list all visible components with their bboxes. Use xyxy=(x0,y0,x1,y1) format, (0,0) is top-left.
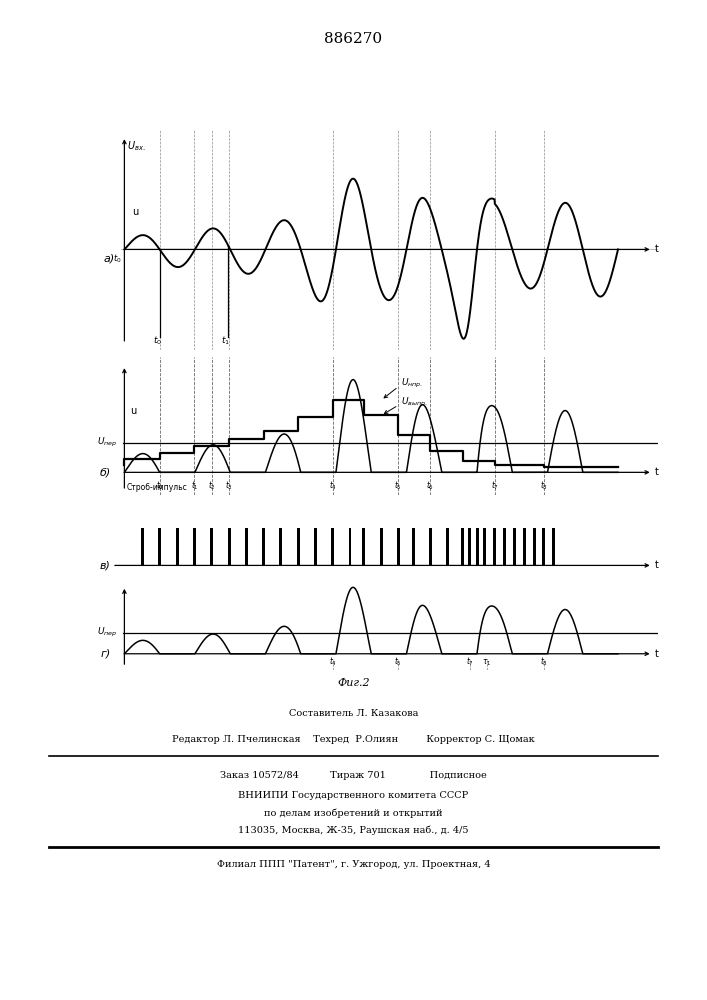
Text: a): a) xyxy=(103,254,115,264)
Text: Заказ 10572/84          Тираж 701              Подписное: Заказ 10572/84 Тираж 701 Подписное xyxy=(220,771,487,780)
Bar xyxy=(461,528,464,565)
Bar xyxy=(176,528,179,565)
Text: Составитель Л. Казакова: Составитель Л. Казакова xyxy=(289,709,418,718)
Bar xyxy=(228,528,230,565)
Bar xyxy=(297,528,300,565)
Text: 886270: 886270 xyxy=(325,32,382,46)
Bar xyxy=(552,528,555,565)
Bar xyxy=(397,528,400,565)
Text: б): б) xyxy=(99,467,110,477)
Text: $\tau_1$: $\tau_1$ xyxy=(482,657,492,668)
Bar xyxy=(245,528,247,565)
Bar xyxy=(542,528,546,565)
Text: u: u xyxy=(132,207,138,217)
Bar xyxy=(362,528,366,565)
Text: $t_0$: $t_0$ xyxy=(113,253,122,265)
Text: $t_4$: $t_4$ xyxy=(329,480,337,492)
Text: $t_4$: $t_4$ xyxy=(329,655,337,668)
Text: $t_5$: $t_5$ xyxy=(395,655,402,668)
Text: 113035, Москва, Ж-35, Раушская наб., д. 4/5: 113035, Москва, Ж-35, Раушская наб., д. … xyxy=(238,826,469,835)
Bar xyxy=(279,528,282,565)
Text: u: u xyxy=(130,406,136,416)
Bar xyxy=(331,528,334,565)
Text: $t_3$: $t_3$ xyxy=(225,480,233,492)
Bar xyxy=(429,528,432,565)
Text: $t_7$: $t_7$ xyxy=(491,480,498,492)
Text: Филиал ППП "Патент", г. Ужгород, ул. Проектная, 4: Филиал ППП "Патент", г. Ужгород, ул. Про… xyxy=(216,860,491,869)
Text: $U_{вх.}$: $U_{вх.}$ xyxy=(127,139,146,153)
Text: Фиг.2: Фиг.2 xyxy=(337,678,370,688)
Bar xyxy=(193,528,196,565)
Text: $t_5$: $t_5$ xyxy=(395,480,402,492)
Text: ВНИИПИ Государственного комитета СССР: ВНИИПИ Государственного комитета СССР xyxy=(238,791,469,800)
Bar xyxy=(503,528,506,565)
Bar xyxy=(141,528,144,565)
Text: $U_{пер}$: $U_{пер}$ xyxy=(97,626,117,639)
Text: $t_1$: $t_1$ xyxy=(221,335,230,347)
Bar xyxy=(493,528,496,565)
Bar xyxy=(446,528,449,565)
Text: t: t xyxy=(655,244,659,254)
Text: $t_0$: $t_0$ xyxy=(153,335,162,347)
Text: $t_2$: $t_2$ xyxy=(208,480,216,492)
Bar xyxy=(262,528,265,565)
Text: t: t xyxy=(655,560,659,570)
Bar xyxy=(476,528,479,565)
Text: $t_0$: $t_0$ xyxy=(156,480,164,492)
Text: Строб-импульс: Строб-импульс xyxy=(127,483,187,492)
Text: $t_8$: $t_8$ xyxy=(540,480,548,492)
Text: в): в) xyxy=(100,560,110,570)
Text: t: t xyxy=(655,467,659,477)
Text: Редактор Л. Пчелинская    Техред  Р.Олиян         Корректор С. Щомак: Редактор Л. Пчелинская Техред Р.Олиян Ко… xyxy=(172,735,535,744)
Text: г): г) xyxy=(100,649,110,659)
Bar xyxy=(532,528,536,565)
Bar xyxy=(513,528,516,565)
Bar xyxy=(210,528,214,565)
Text: $t_7$: $t_7$ xyxy=(466,655,474,668)
Text: по делам изобретений и открытий: по делам изобретений и открытий xyxy=(264,808,443,818)
Bar xyxy=(469,528,472,565)
Bar xyxy=(314,528,317,565)
Text: $U_{выпр.}$: $U_{выпр.}$ xyxy=(401,396,428,409)
Bar xyxy=(380,528,382,565)
Text: $U_{пер}$: $U_{пер}$ xyxy=(97,436,117,449)
Bar xyxy=(158,528,161,565)
Text: $U_{нпр.}$: $U_{нпр.}$ xyxy=(401,377,423,390)
Text: $t_8$: $t_8$ xyxy=(540,655,548,668)
Bar xyxy=(349,528,351,565)
Text: $t_6$: $t_6$ xyxy=(426,480,435,492)
Text: $t_1$: $t_1$ xyxy=(191,480,199,492)
Bar xyxy=(484,528,486,565)
Bar xyxy=(411,528,414,565)
Text: t: t xyxy=(655,649,659,659)
Bar xyxy=(522,528,526,565)
